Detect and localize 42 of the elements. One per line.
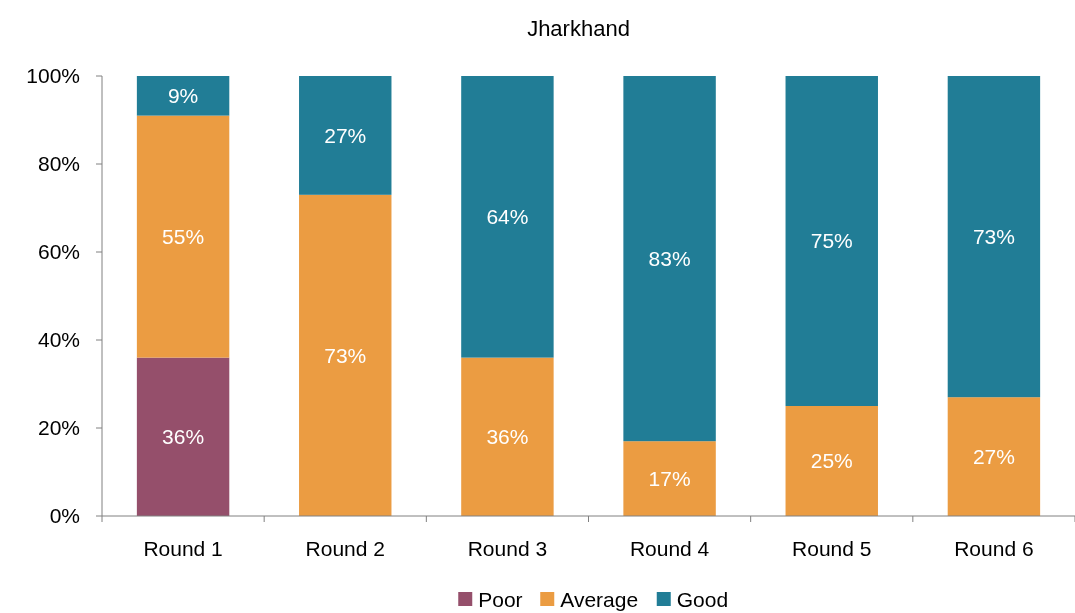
bar bbox=[136, 357, 230, 516]
y-tick-label: 60% bbox=[37, 240, 80, 264]
data-label: 27% bbox=[324, 123, 367, 147]
y-tick-label: 0% bbox=[49, 504, 80, 528]
bar bbox=[461, 357, 554, 516]
data-label: 73% bbox=[972, 224, 1015, 248]
legend-label: Poor bbox=[478, 588, 523, 612]
x-tick-label: Round 6 bbox=[954, 537, 1034, 561]
x-tick-label: Round 3 bbox=[467, 537, 548, 561]
y-tick-label: 20% bbox=[37, 416, 80, 440]
legend-label: Average bbox=[560, 588, 639, 612]
x-tick-label: Round 1 bbox=[143, 537, 223, 561]
bar bbox=[785, 76, 878, 406]
bar bbox=[623, 441, 716, 516]
data-label: 27% bbox=[972, 444, 1015, 468]
y-tick-label: 80% bbox=[37, 152, 80, 176]
bar bbox=[299, 76, 392, 195]
x-tick-label: Round 2 bbox=[305, 537, 385, 561]
bar bbox=[136, 115, 230, 358]
bar bbox=[947, 397, 1041, 516]
y-tick-label: 40% bbox=[37, 328, 80, 352]
data-label: 73% bbox=[324, 343, 367, 367]
data-label: 36% bbox=[486, 425, 529, 449]
data-label: 64% bbox=[486, 205, 529, 229]
bar bbox=[785, 406, 878, 516]
data-label: 83% bbox=[648, 246, 691, 270]
data-label: 9% bbox=[167, 84, 199, 108]
chart-title: Jharkhand bbox=[527, 16, 630, 41]
bar bbox=[136, 76, 230, 116]
data-label: 25% bbox=[810, 449, 853, 473]
x-tick-label: Round 5 bbox=[792, 537, 872, 561]
bar bbox=[623, 76, 716, 442]
bar bbox=[947, 76, 1041, 398]
data-label: 55% bbox=[162, 224, 205, 248]
legend-label: Good bbox=[676, 588, 729, 612]
y-tick-label: 100% bbox=[26, 64, 80, 88]
bar bbox=[461, 76, 554, 358]
data-label: 17% bbox=[648, 466, 691, 490]
data-label: 36% bbox=[162, 425, 205, 449]
data-label: 75% bbox=[810, 229, 853, 253]
bar bbox=[299, 194, 392, 516]
x-tick-label: Round 4 bbox=[629, 537, 710, 561]
